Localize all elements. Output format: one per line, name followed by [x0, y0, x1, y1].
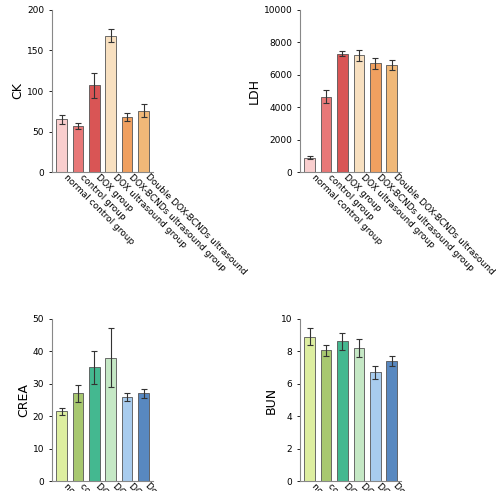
- Bar: [138, 393, 149, 481]
- Bar: [354, 348, 364, 481]
- Bar: [354, 55, 364, 172]
- Bar: [321, 97, 332, 172]
- Bar: [56, 119, 67, 172]
- Bar: [138, 110, 149, 172]
- Y-axis label: BUN: BUN: [265, 386, 278, 413]
- Bar: [72, 393, 84, 481]
- Y-axis label: CK: CK: [11, 82, 24, 100]
- Y-axis label: LDH: LDH: [248, 78, 260, 104]
- Bar: [321, 351, 332, 481]
- Bar: [337, 342, 348, 481]
- Bar: [89, 85, 100, 172]
- Bar: [56, 411, 67, 481]
- Bar: [370, 63, 380, 172]
- Bar: [370, 372, 380, 481]
- Bar: [122, 397, 132, 481]
- Bar: [304, 337, 315, 481]
- Bar: [386, 361, 397, 481]
- Bar: [386, 65, 397, 172]
- Bar: [106, 358, 116, 481]
- Bar: [122, 117, 132, 172]
- Bar: [304, 158, 315, 172]
- Bar: [72, 126, 84, 172]
- Y-axis label: CREA: CREA: [17, 383, 30, 417]
- Bar: [89, 367, 100, 481]
- Bar: [106, 36, 116, 172]
- Bar: [337, 54, 348, 172]
